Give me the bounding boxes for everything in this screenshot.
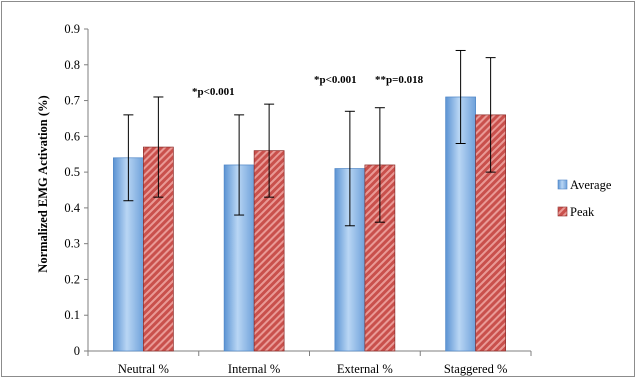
y-axis-label: Normalized EMG Activation (%) [36, 95, 50, 272]
y-tick-label: 0.1 [64, 308, 80, 322]
x-tick-label: Neutral % [118, 362, 169, 376]
legend-swatch-peak [557, 206, 568, 217]
y-tick-label: 0.2 [64, 272, 80, 286]
legend-label-average: Average [570, 178, 612, 192]
y-ticks: 0 0.1 0.2 0.3 0.4 0.5 0.6 0.7 0.8 0.9 [64, 22, 88, 358]
annotation-internal: *p<0.001 [192, 86, 235, 98]
legend-swatch-average [557, 179, 568, 190]
legend-label-peak: Peak [570, 205, 595, 219]
y-tick-label: 0.9 [64, 22, 80, 36]
x-tick-label: Internal % [228, 362, 280, 376]
error-bars [123, 49, 496, 227]
x-ticks: Neutral % Internal % External % Staggered % [87, 351, 532, 376]
y-tick-label: 0.7 [64, 94, 80, 108]
annotation-external-2: **p=0.018 [375, 74, 424, 86]
y-tick-label: 0.3 [64, 237, 80, 251]
legend: Average Peak [557, 178, 612, 219]
y-tick-label: 0.8 [64, 58, 80, 72]
bars [113, 96, 506, 352]
y-tick-label: 0.4 [64, 201, 80, 215]
x-tick-label: Staggered % [444, 362, 508, 376]
y-tick-label: 0 [74, 344, 80, 358]
y-tick-label: 0.5 [64, 165, 80, 179]
y-tick-label: 0.6 [64, 129, 80, 143]
x-tick-label: External % [337, 362, 393, 376]
annotation-external-1: *p<0.001 [314, 74, 357, 86]
